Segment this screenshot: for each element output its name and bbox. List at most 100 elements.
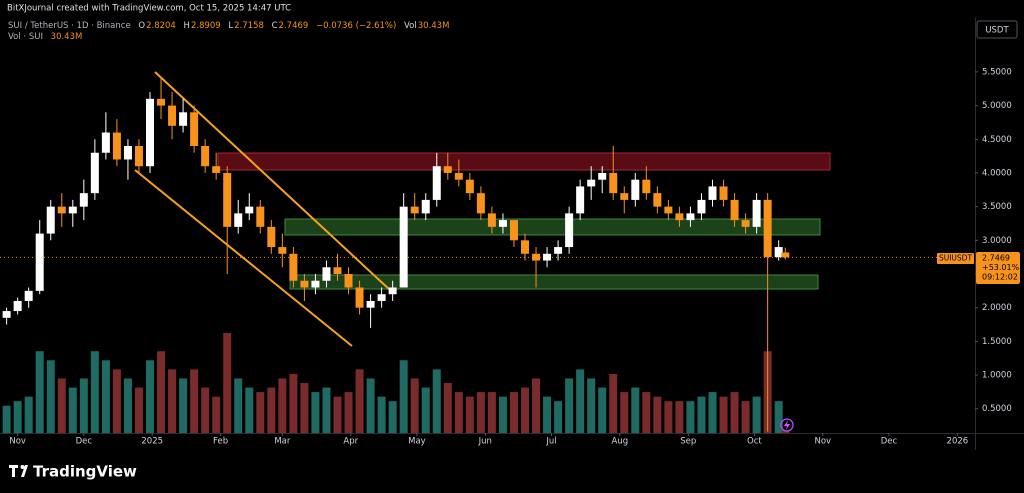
candle-body (432, 166, 441, 200)
volume-bar (289, 373, 298, 433)
candle-body (774, 247, 783, 258)
x-tick-label: Apr (343, 437, 358, 447)
candle-body (311, 280, 320, 288)
volume-bar (245, 387, 254, 433)
volume-bar (741, 401, 750, 433)
volume-bar (388, 401, 397, 433)
candle-body (730, 199, 739, 221)
candle-body (35, 233, 44, 291)
change: −0.0736 (−2.61%) (316, 21, 397, 31)
volume-bar (35, 351, 44, 433)
candle-body (24, 290, 33, 301)
volume-bar (146, 360, 154, 433)
currency-button[interactable] (976, 20, 1018, 39)
volume-bar (157, 351, 166, 433)
candle-body (278, 247, 287, 254)
volume-bar (432, 369, 441, 433)
candle-body (421, 199, 430, 214)
candle-body (664, 206, 673, 214)
symbol: SUI / TetherUS · 1D · Binance (8, 21, 131, 31)
volume-bar (598, 387, 607, 433)
y-tick-label: 5.5000 (982, 67, 1012, 77)
candle-body (245, 206, 254, 214)
candle-body (521, 240, 529, 254)
volume-bar (190, 369, 199, 433)
volume-bar (112, 369, 121, 433)
volume-bar (201, 387, 210, 433)
ohlc-value: 2.8204 (146, 21, 176, 31)
volume-bar (278, 378, 287, 433)
candle-body (46, 206, 55, 234)
candle-body (57, 206, 66, 214)
countdown: 09:12:02 (982, 273, 1018, 282)
volume-bar (322, 387, 331, 433)
x-tick-label: Dec (76, 437, 93, 447)
candle-body (179, 112, 188, 126)
volume-bar (620, 392, 629, 433)
candle-body (289, 253, 298, 281)
volume-bar (631, 387, 640, 433)
ohlc-key: H (183, 21, 190, 31)
candle-body (333, 267, 342, 275)
candle-body (719, 186, 728, 200)
volume-bar (366, 378, 375, 433)
candle-body (123, 146, 132, 160)
volume-bar (399, 360, 408, 433)
ohlc-key: L (228, 21, 234, 31)
volume-bar (781, 430, 790, 433)
volume-bar (730, 392, 739, 433)
resistance-zone (217, 152, 831, 171)
x-tick-label: May (408, 437, 426, 447)
volume-bar (487, 392, 496, 433)
candle-body (190, 112, 199, 147)
candle-body (708, 186, 717, 200)
alert-bolt (784, 420, 790, 430)
x-tick-label: Nov (9, 437, 26, 447)
candle-body (410, 206, 419, 214)
volume-bar (377, 396, 386, 433)
candle-body (532, 253, 541, 261)
volume-bar (123, 378, 132, 433)
legend: SUI / TetherUS · 1D · Binance O2.8204 H2… (8, 21, 449, 43)
last-change: +53.01% (982, 263, 1020, 272)
volume-bar (13, 401, 22, 433)
volume-bar (421, 387, 430, 433)
currency[interactable]: USDT (985, 26, 1009, 36)
volume-bar (454, 392, 463, 433)
volume-bar (532, 378, 541, 433)
y-tick-label: 3.0000 (982, 236, 1012, 246)
ohlc-key: C (271, 21, 278, 31)
candle-body (565, 213, 574, 248)
volume-pane-title: Vol · SUI (8, 32, 43, 42)
volume-value: 30.43M (50, 32, 83, 42)
volume-bar (57, 378, 66, 433)
x-tick-label: Jul (545, 437, 556, 447)
volume-bar (543, 396, 552, 433)
volume-bar (576, 369, 585, 433)
legend-row: SUI / TetherUS · 1D · Binance O2.8204 H2… (8, 21, 449, 32)
alert-icon[interactable] (780, 418, 794, 432)
marks: 0.50001.00001.50002.00002.50003.00003.50… (0, 67, 1012, 447)
candle-body (377, 294, 386, 301)
candle-body (454, 172, 463, 180)
candle-body (675, 213, 684, 221)
volume-bar (256, 392, 265, 433)
volume-bar (355, 369, 364, 433)
volume-bar (234, 378, 243, 433)
brand: TradingView (33, 463, 137, 481)
volume-bar (752, 396, 761, 433)
volume-bar (68, 387, 77, 433)
volume-bar (311, 392, 320, 433)
volume-bar (101, 360, 110, 433)
brand-logo-dot (20, 465, 25, 469)
ohlc-value: 2.8909 (190, 21, 221, 31)
brand-logo (9, 465, 28, 477)
candle-body (201, 146, 210, 167)
volume-bar (642, 392, 651, 433)
ohlc-value: 2.7158 (234, 21, 264, 31)
candle-body (598, 172, 607, 180)
candle-body (476, 193, 485, 214)
volume-bar (565, 378, 574, 433)
